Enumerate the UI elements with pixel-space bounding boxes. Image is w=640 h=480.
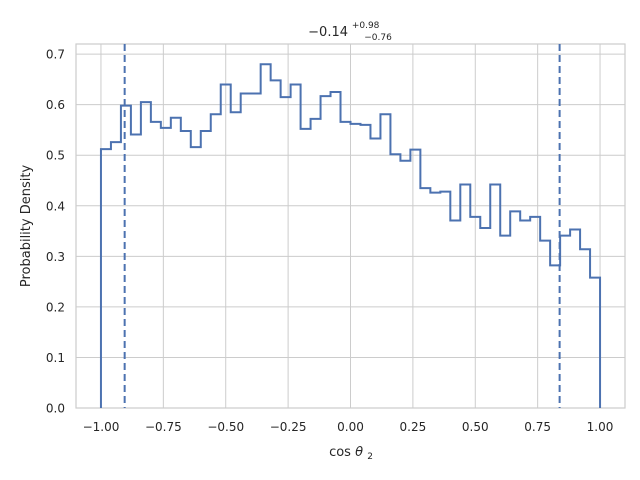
plot-frame bbox=[75, 43, 626, 409]
y-tick-label-7: 0.7 bbox=[46, 48, 65, 62]
x-tick-label-7: 0.75 bbox=[524, 420, 551, 434]
chart-title-subscript: −0.76 bbox=[364, 33, 392, 43]
chart-title-superscript: +0.98 bbox=[352, 21, 380, 31]
y-tick-labels: 0.0 0.1 0.2 0.3 0.4 0.5 0.6 0.7 bbox=[46, 48, 65, 416]
x-tick-label-3: −0.25 bbox=[270, 420, 307, 434]
x-tick-label-0: −1.00 bbox=[83, 420, 120, 434]
y-tick-label-3: 0.3 bbox=[46, 250, 65, 264]
y-tick-label-6: 0.6 bbox=[46, 98, 65, 112]
y-tick-label-2: 0.2 bbox=[46, 300, 65, 314]
chart-title-value: −0.14 bbox=[308, 25, 348, 40]
percentile-lines bbox=[123, 44, 561, 408]
y-tick-label-0: 0.0 bbox=[46, 402, 65, 416]
x-axis-label: cos θ 2 bbox=[329, 445, 373, 462]
x-axis-label-greek: θ bbox=[355, 445, 363, 460]
y-axis-label: Probability Density bbox=[19, 165, 34, 288]
x-tick-label-6: 0.50 bbox=[462, 420, 489, 434]
chart-title: −0.14 +0.98 −0.76 bbox=[308, 17, 392, 43]
plot-border bbox=[75, 43, 626, 409]
x-axis-label-main: cos bbox=[329, 445, 351, 460]
histogram-series bbox=[99, 63, 602, 408]
x-tick-label-8: 1.00 bbox=[587, 420, 614, 434]
x-tick-label-2: −0.50 bbox=[207, 420, 244, 434]
y-tick-label-5: 0.5 bbox=[46, 149, 65, 163]
x-tick-label-5: 0.25 bbox=[400, 420, 427, 434]
x-tick-label-1: −0.75 bbox=[145, 420, 182, 434]
y-tick-label-4: 0.4 bbox=[46, 199, 65, 213]
histogram-step-line bbox=[99, 63, 602, 408]
x-tick-label-4: 0.00 bbox=[337, 420, 364, 434]
x-axis-label-sub: 2 bbox=[367, 452, 373, 462]
y-tick-label-1: 0.1 bbox=[46, 351, 65, 365]
x-tick-labels: −1.00 −0.75 −0.50 −0.25 0.00 0.25 0.50 0.75 1.00 bbox=[83, 420, 614, 434]
